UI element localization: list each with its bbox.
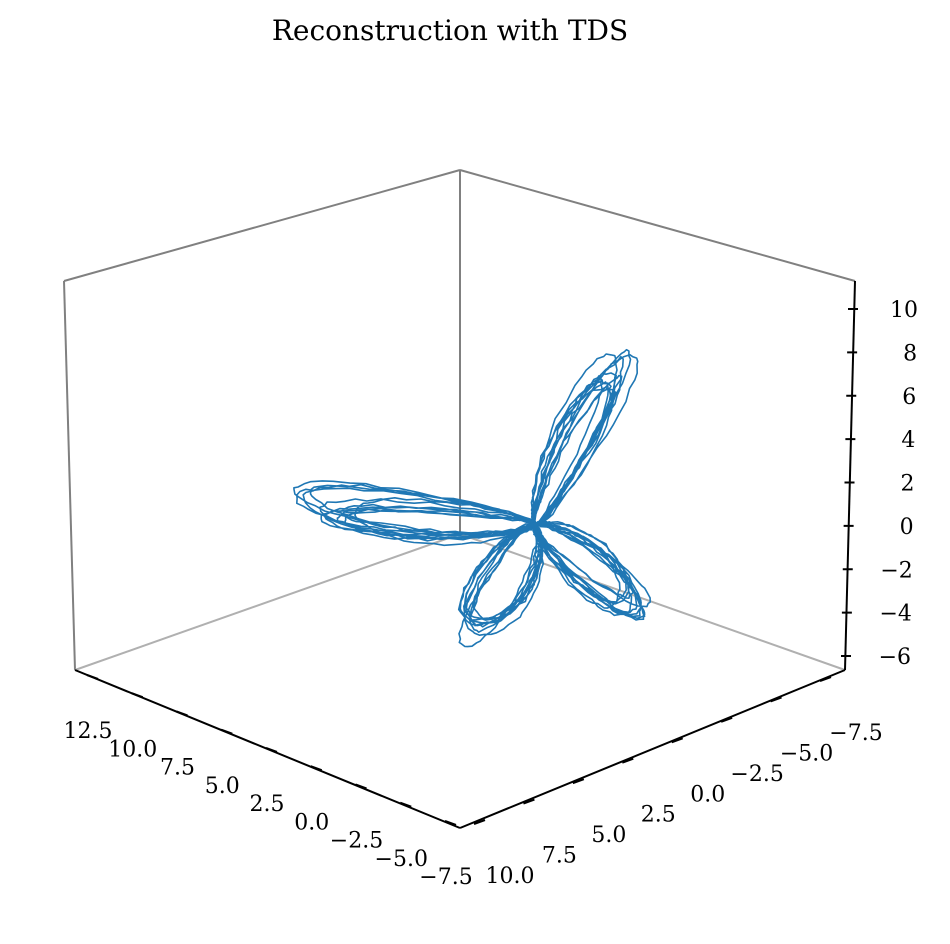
y-tick-mark: [572, 778, 585, 785]
z-tick-label: 4: [901, 428, 915, 453]
x-tick-label: −7.5: [419, 865, 472, 890]
x-tick-mark: [265, 747, 278, 753]
y-tick-label: 5.0: [591, 823, 626, 848]
x-tick-mark: [220, 728, 233, 735]
z-axis-line: [844, 280, 856, 671]
z-tick-label: 10: [890, 298, 918, 323]
y-tick-label: −7.5: [829, 721, 882, 746]
x-tick-label: −5.0: [375, 847, 428, 872]
box-edge-left-vertical: [63, 280, 76, 671]
z-tick-label: 0: [900, 515, 914, 540]
x-tick-label: 12.5: [64, 719, 113, 744]
y-tick-label: −5.0: [780, 741, 833, 766]
x-tick-mark: [399, 801, 412, 808]
x-tick-label: 10.0: [108, 737, 157, 762]
x-tick-label: −2.5: [330, 829, 383, 854]
y-tick-label: 10.0: [486, 864, 535, 889]
y-tick-label: −2.5: [730, 762, 783, 787]
y-tick-label: 7.5: [542, 844, 577, 869]
x-tick-mark: [444, 820, 457, 826]
z-tick-label: −2: [880, 558, 912, 583]
y-tick-mark: [720, 716, 733, 723]
y-tick-mark: [523, 798, 535, 805]
y-tick-mark: [621, 757, 634, 764]
trajectory-lobe-top: [530, 348, 639, 528]
y-tick-label: 0.0: [690, 782, 725, 807]
x-tick-label: 7.5: [160, 756, 195, 781]
x-tick-label: 5.0: [205, 774, 240, 799]
x-tick-label: 0.0: [294, 810, 329, 835]
trajectory-lobe-left: [293, 480, 537, 547]
trajectory-lobe-right: [532, 520, 651, 621]
box-edge-floor-right: [459, 533, 846, 671]
box-edge-back-right: [459, 169, 856, 282]
y-tick-mark: [770, 696, 782, 703]
x-tick-label: 2.5: [250, 792, 285, 817]
z-tick-label: 8: [903, 341, 917, 366]
z-tick-label: 2: [901, 472, 915, 497]
x-tick-mark: [310, 765, 323, 772]
z-tick-label: −4: [879, 602, 911, 627]
box-edge-back-left: [63, 169, 461, 282]
box-edge-floor-left: [74, 533, 461, 671]
x-tick-mark: [131, 692, 144, 699]
y-tick-label: 2.5: [641, 803, 676, 828]
y-tick-mark: [819, 676, 832, 682]
z-tick-label: 6: [902, 385, 916, 410]
x-tick-mark: [86, 674, 99, 680]
trajectory-lobe-bottom: [457, 522, 545, 648]
x-axis-ticks: 12.510.07.5 5.0 2.5 0.0−2.5−5.0−7.5: [64, 674, 473, 890]
x-tick-mark: [176, 710, 188, 717]
chart-title: Reconstruction with TDS: [271, 14, 629, 47]
x-tick-mark: [355, 783, 367, 790]
trajectory-series: [293, 348, 651, 648]
z-axis-ticks: −6 −4 −2 0 2 4 6 8 10: [841, 298, 918, 670]
axes-box: [63, 169, 856, 671]
y-tick-mark: [473, 819, 486, 825]
y-axis-ticks: 10.0 7.5 5.0 2.5 0.0−2.5−5.0−7.5: [473, 676, 883, 889]
y-axis-line: [459, 669, 846, 829]
y-tick-mark: [671, 737, 684, 744]
z-tick-label: −6: [879, 645, 911, 670]
